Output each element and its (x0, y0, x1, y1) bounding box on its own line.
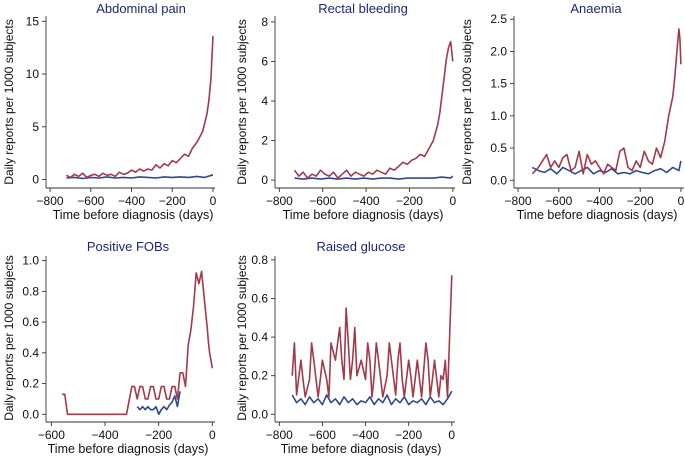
y-tick-label: 8 (261, 15, 268, 29)
y-tick-label: 6 (261, 54, 268, 68)
y-tick-label: 0.4 (22, 346, 39, 360)
series-line-cases (531, 28, 682, 175)
x-axis-label: Time before diagnosis (days) (48, 442, 209, 456)
y-tick-label: 1.0 (490, 109, 507, 123)
y-tick-label: 2 (261, 134, 268, 148)
y-axis-label: Daily reports per 1000 subjects (2, 255, 16, 420)
x-tick-label: −400 (353, 194, 380, 208)
panel-title: Rectal bleeding (318, 1, 408, 16)
y-axis-label: Daily reports per 1000 subjects (2, 19, 16, 184)
x-tick-label: −200 (159, 194, 186, 208)
x-axis-label: Time before diagnosis (days) (53, 208, 214, 222)
y-tick-label: 1.5 (490, 77, 507, 91)
panel-raised-glucose: Raised glucose Daily reports per 1000 su… (235, 239, 455, 456)
x-tick-label: −600 (77, 194, 104, 208)
x-tick-label: −600 (545, 194, 572, 208)
y-tick-label: 4 (261, 94, 268, 108)
panel-title: Abdominal pain (96, 1, 186, 16)
series-line-controls (291, 390, 453, 406)
panel-rectal-bleeding: Rectal bleeding Daily reports per 1000 s… (235, 1, 456, 222)
x-tick-label: −800 (266, 428, 293, 442)
series-line-controls (136, 391, 181, 416)
y-tick-label: 0 (32, 173, 39, 187)
y-axis-label: Daily reports per 1000 subjects (460, 19, 474, 184)
series-line-cases (291, 275, 453, 398)
x-tick-label: −400 (118, 194, 145, 208)
series-line-cases (293, 40, 454, 179)
y-tick-label: 0.4 (251, 330, 268, 344)
x-tick-label: −200 (145, 428, 172, 442)
y-tick-label: 2.5 (490, 12, 507, 26)
x-tick-label: 0 (449, 194, 456, 208)
y-axis-label: Daily reports per 1000 subjects (235, 19, 249, 184)
x-axis-label: Time before diagnosis (days) (281, 442, 442, 456)
y-tick-label: 10 (26, 67, 40, 81)
x-axis-label: Time before diagnosis (days) (517, 208, 678, 222)
y-tick-label: 0.0 (490, 173, 507, 187)
y-tick-label: 0.2 (22, 377, 39, 391)
y-axis-label: Daily reports per 1000 subjects (235, 255, 249, 420)
series-line-controls (531, 160, 682, 175)
series-line-cases (62, 270, 214, 416)
series-line-controls (66, 174, 214, 180)
x-tick-label: −400 (352, 428, 379, 442)
y-tick-label: 1.0 (22, 254, 39, 268)
x-tick-label: −600 (309, 194, 336, 208)
y-tick-label: 0.0 (251, 407, 268, 421)
panel-title: Raised glucose (317, 239, 406, 254)
y-tick-label: 0 (261, 173, 268, 187)
y-tick-label: 15 (26, 14, 40, 28)
y-tick-label: 0.8 (22, 284, 39, 298)
x-tick-label: −800 (37, 194, 64, 208)
x-axis-label: Time before diagnosis (days) (283, 208, 444, 222)
y-tick-label: 0.0 (22, 407, 39, 421)
y-tick-label: 0.8 (251, 253, 268, 267)
y-tick-label: 0.6 (22, 315, 39, 329)
y-tick-label: 0.6 (251, 291, 268, 305)
x-tick-label: 0 (678, 194, 685, 208)
x-tick-label: 0 (209, 428, 216, 442)
x-tick-label: −200 (395, 428, 422, 442)
panel-abdominal-pain: Abdominal pain Daily reports per 1000 su… (2, 1, 217, 222)
y-tick-label: 0.5 (490, 141, 507, 155)
x-tick-label: −600 (309, 428, 336, 442)
x-tick-label: −200 (396, 194, 423, 208)
panel-anaemia: Anaemia Daily reports per 1000 subjects … (460, 1, 685, 222)
x-tick-label: −600 (38, 428, 65, 442)
x-tick-label: −400 (586, 194, 613, 208)
x-tick-label: −400 (92, 428, 119, 442)
x-tick-label: −200 (627, 194, 654, 208)
y-tick-label: 0.2 (251, 369, 268, 383)
series-line-controls (294, 175, 454, 180)
x-tick-label: 0 (448, 428, 455, 442)
y-tick-label: 2.0 (490, 44, 507, 58)
x-tick-label: 0 (210, 194, 217, 208)
panel-title: Anaemia (570, 1, 622, 16)
x-tick-label: −800 (266, 194, 293, 208)
panel-positive-fobs: Positive FOBs Daily reports per 1000 sub… (2, 239, 216, 456)
y-tick-label: 5 (32, 120, 39, 134)
series-line-cases (66, 35, 214, 179)
panel-title: Positive FOBs (87, 239, 170, 254)
x-tick-label: −800 (505, 194, 532, 208)
